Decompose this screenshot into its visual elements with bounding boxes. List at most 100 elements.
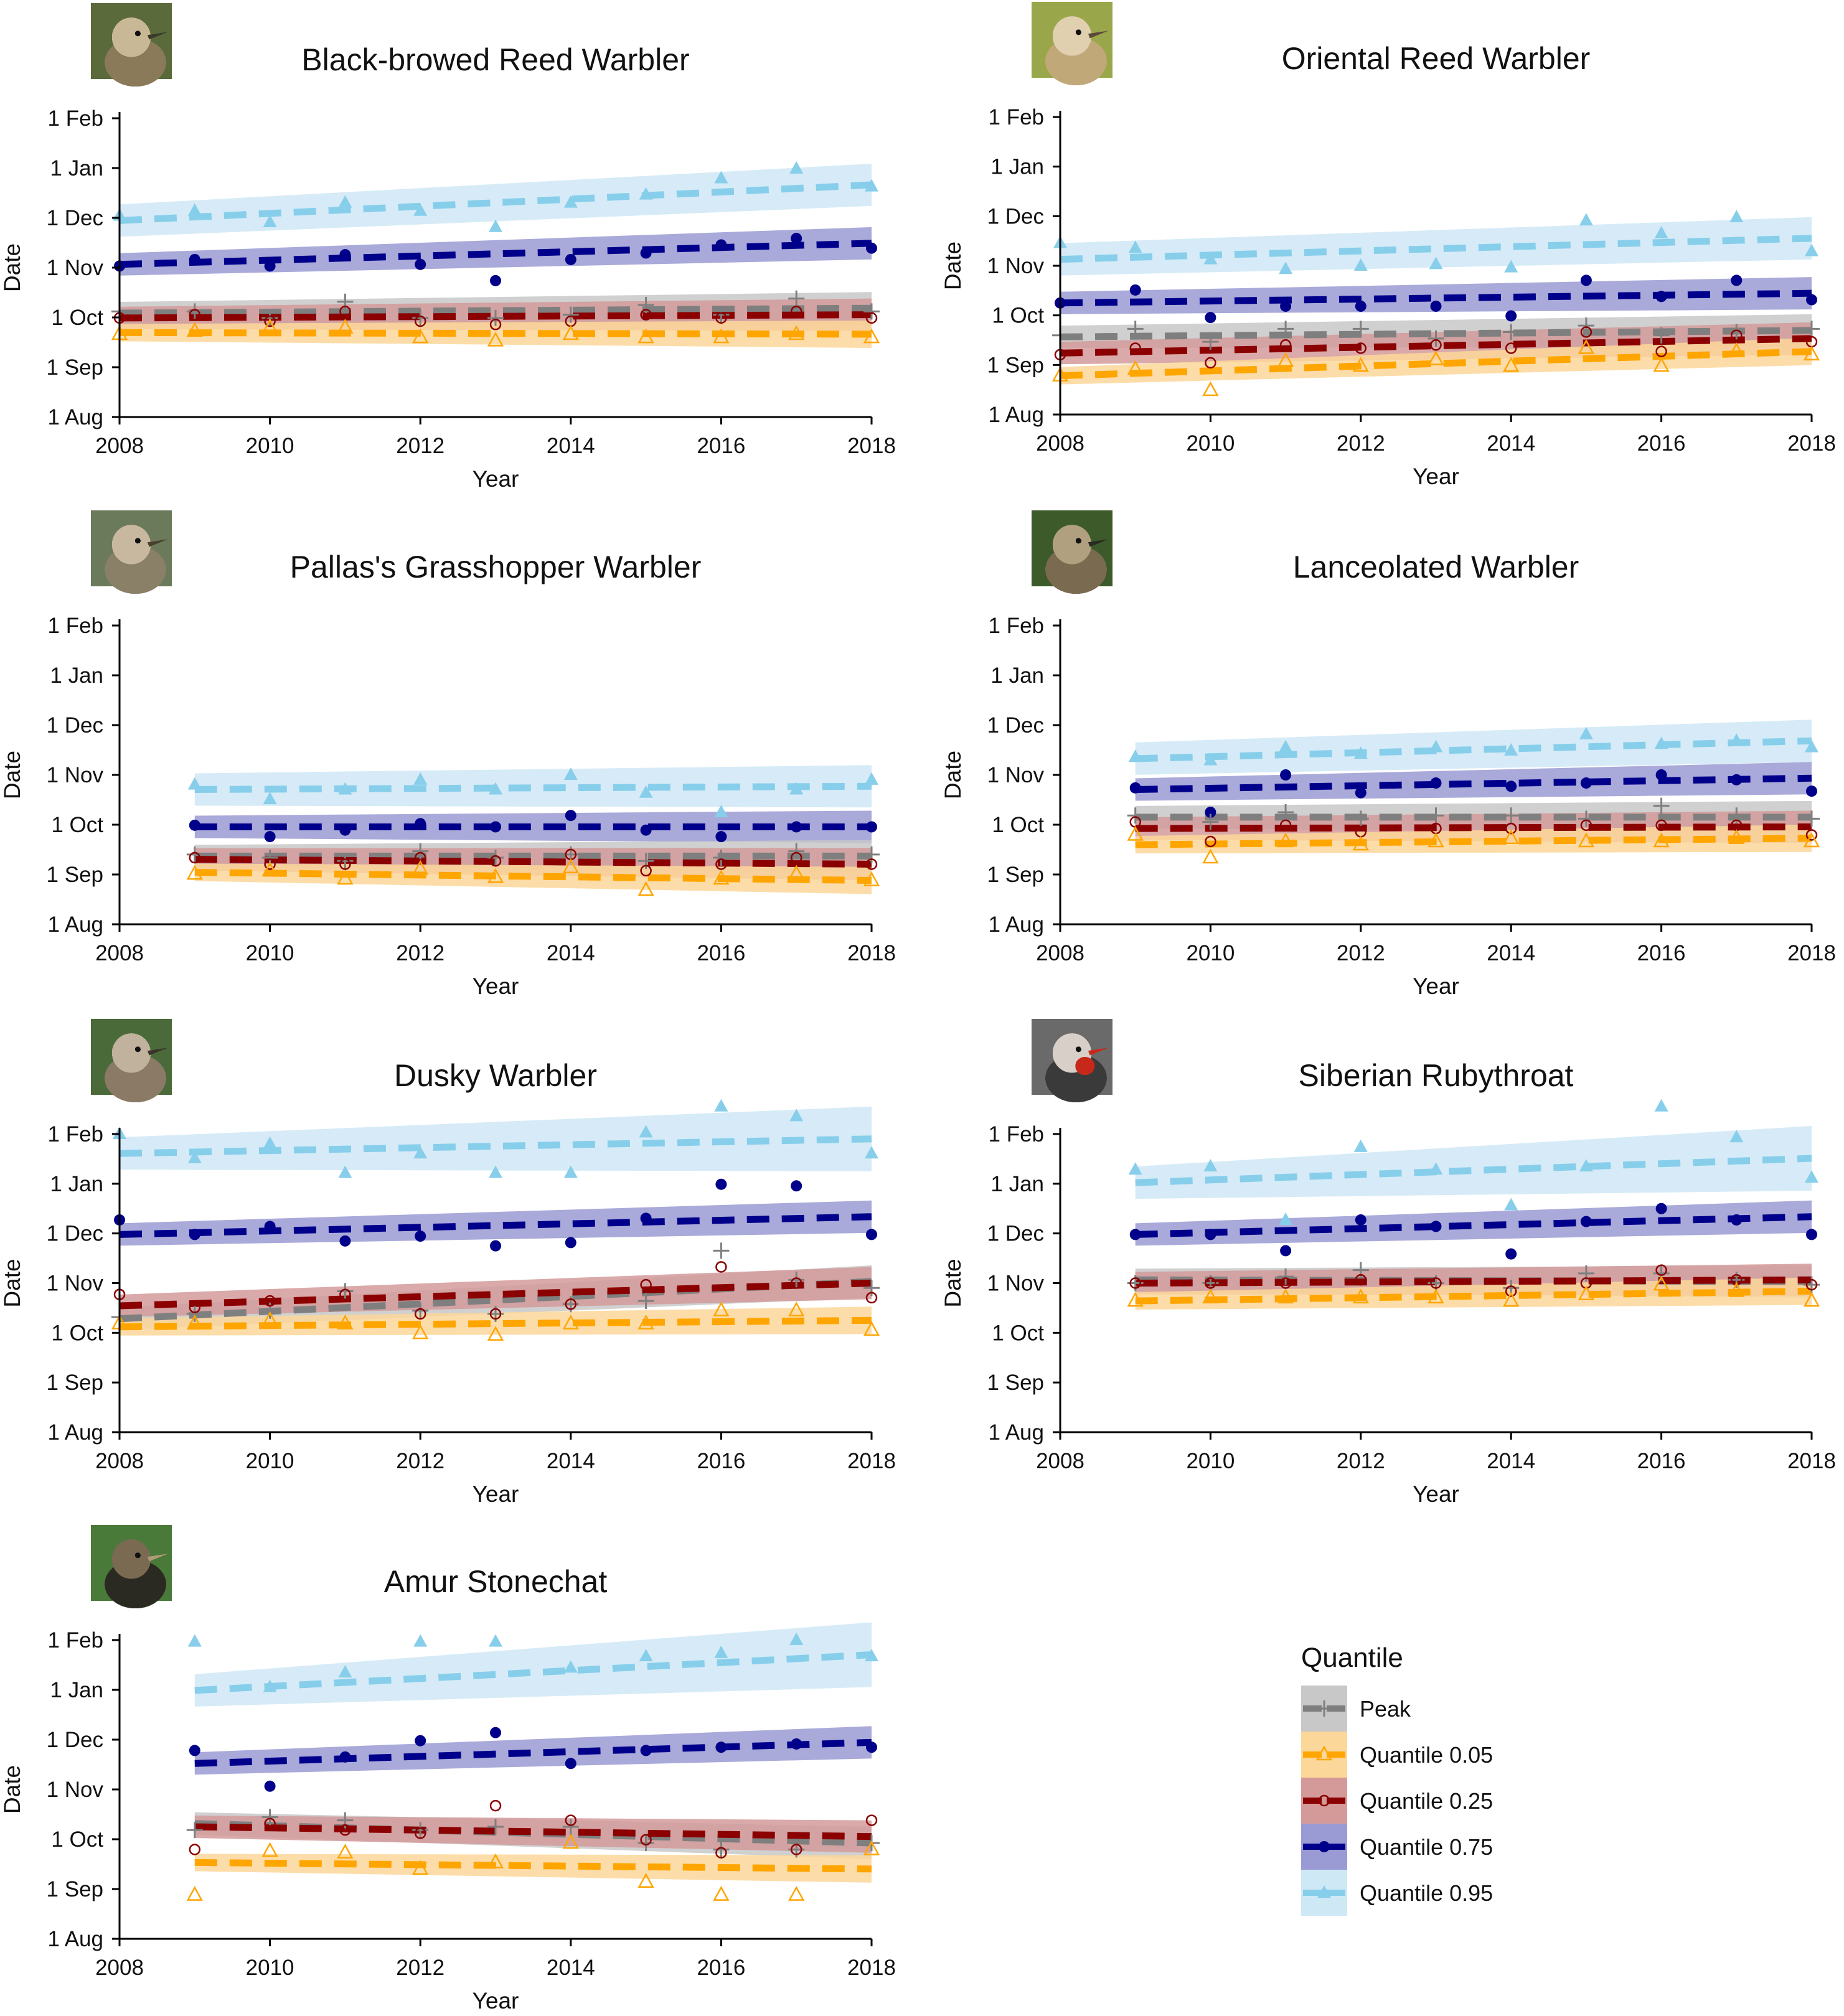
data-point [1279, 339, 1292, 351]
y-tick-label: 1 Jan [990, 155, 1044, 179]
data-point [1128, 1162, 1142, 1175]
bird-eye [134, 538, 141, 544]
x-tick-label: 2012 [1337, 1449, 1385, 1473]
y-tick-label: 1 Feb [48, 614, 104, 638]
data-point [1428, 1288, 1444, 1304]
y-axis-label: Date [940, 751, 966, 799]
data-point [714, 171, 728, 184]
data-point [1653, 1275, 1670, 1291]
confidence-band [194, 1622, 872, 1707]
trend-line [119, 1278, 872, 1323]
trend-line [1060, 289, 1812, 307]
trend-line [1135, 1213, 1812, 1238]
confidence-band [1060, 217, 1812, 276]
x-tick-label: 2014 [1487, 431, 1535, 456]
data-point [1505, 310, 1517, 322]
data-point [1202, 813, 1219, 830]
data-point [1505, 342, 1517, 354]
x-axis-label: Year [473, 1988, 519, 2014]
legend-marker [1318, 1794, 1330, 1807]
data-point [1505, 781, 1517, 792]
data-point [1654, 226, 1668, 239]
data-point [1578, 1285, 1595, 1300]
data-point [565, 810, 576, 822]
y-axis-label: Date [940, 1259, 966, 1307]
data-point [865, 772, 878, 785]
data-point [489, 1634, 502, 1647]
y-tick-label: 1 Dec [47, 206, 103, 230]
data-point [640, 865, 652, 877]
data-point [487, 1853, 504, 1868]
data-point [337, 318, 354, 334]
x-axis-label: Year [1413, 464, 1459, 489]
data-point [489, 319, 502, 331]
data-point [412, 309, 429, 326]
x-tick-label: 2016 [1637, 1449, 1686, 1473]
data-point [487, 850, 504, 866]
data-point [865, 858, 878, 870]
x-tick-label: 2010 [246, 434, 294, 458]
chart-panel: Amur Stonechat 1 Aug 1 Sep 1 Oct 1 Nov 1 Dec 1… [0, 1525, 896, 2014]
red-throat [1075, 1057, 1095, 1076]
data-point [1355, 300, 1367, 312]
y-tick-label: 1 Dec [987, 1222, 1044, 1246]
data-point [1729, 210, 1744, 223]
data-point [563, 767, 578, 780]
data-point [264, 1780, 276, 1792]
data-point [790, 1277, 802, 1289]
x-tick-label: 2008 [1036, 941, 1084, 965]
confidence-band [194, 1726, 872, 1775]
y-tick-label: 1 Oct [992, 813, 1044, 837]
bird-photo-icon [91, 510, 172, 594]
x-tick-label: 2008 [95, 1449, 144, 1473]
trend-line [119, 181, 872, 224]
data-point [1127, 825, 1144, 841]
x-axis-label: Year [1413, 1481, 1459, 1507]
data-point [713, 1841, 730, 1858]
chart-title: Oriental Reed Warbler [1282, 41, 1591, 76]
y-tick-label: 1 Nov [47, 1272, 104, 1296]
y-tick-label: 1 Feb [48, 1122, 104, 1146]
x-tick-label: 2016 [697, 434, 745, 458]
trend-line [194, 782, 872, 793]
data-point [1430, 777, 1442, 789]
data-point [866, 1742, 877, 1753]
data-point [1578, 810, 1594, 827]
y-tick-label: 1 Jan [990, 663, 1044, 688]
data-point [1353, 746, 1368, 759]
x-tick-label: 2016 [1637, 941, 1686, 965]
data-point [640, 247, 652, 259]
data-point [1803, 1292, 1820, 1307]
data-point [1503, 1292, 1520, 1307]
bird-eye [134, 1046, 141, 1053]
data-point [189, 851, 201, 864]
data-point [1277, 1288, 1294, 1304]
data-point [189, 309, 201, 321]
data-point [1430, 1277, 1442, 1289]
data-point [866, 242, 877, 254]
bird-head [111, 1539, 151, 1579]
y-tick-label: 1 Aug [47, 1927, 103, 1951]
data-point [715, 312, 727, 324]
confidence-band [1135, 720, 1812, 775]
data-point [863, 1840, 880, 1855]
confidence-band [1135, 824, 1812, 854]
data-point [264, 315, 276, 327]
trend-line [119, 1135, 872, 1157]
data-point [1202, 381, 1219, 396]
data-point [1205, 1277, 1216, 1289]
confidence-band [1060, 277, 1812, 314]
y-tick-label: 1 Dec [987, 713, 1044, 738]
data-point [639, 1125, 653, 1138]
bird-beak [1088, 30, 1109, 39]
x-tick-label: 2010 [246, 1449, 294, 1473]
y-tick-label: 1 Dec [47, 1728, 103, 1752]
data-point [1277, 321, 1294, 337]
data-point [1127, 360, 1144, 375]
y-tick-label: 1 Sep [987, 1371, 1044, 1395]
data-point [637, 1873, 654, 1888]
data-point [414, 1827, 426, 1839]
x-tick-label: 2012 [1337, 431, 1385, 456]
data-point [1505, 822, 1517, 835]
bird-head [1052, 16, 1092, 56]
